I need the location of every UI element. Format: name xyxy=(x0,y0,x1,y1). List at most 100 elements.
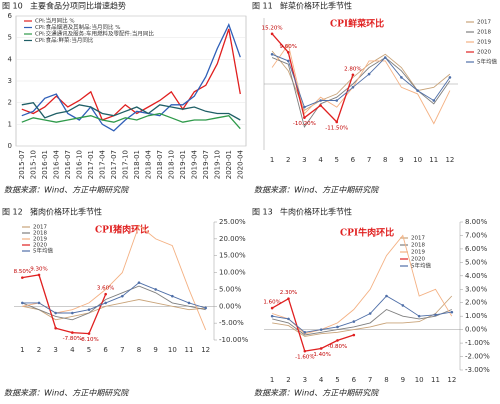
series-line xyxy=(272,295,452,333)
series-line xyxy=(271,43,451,125)
point-marker xyxy=(351,73,355,77)
x-tick-label: 1 xyxy=(270,156,274,164)
y-tick-label: -1.00% xyxy=(465,339,490,347)
x-tick-label: 2018-01 xyxy=(133,150,141,179)
series-line xyxy=(272,295,453,337)
y-tick-label: 15.00% xyxy=(219,252,246,260)
value-label: 3.60% xyxy=(97,286,114,292)
x-tick-label: 11 xyxy=(429,156,438,164)
point-marker xyxy=(270,53,274,56)
legend-label: 2020 xyxy=(33,243,47,249)
legend-label: 2018 xyxy=(33,231,47,237)
x-tick-label: 11 xyxy=(185,346,194,354)
series-line xyxy=(271,33,354,124)
value-label: 8.50% xyxy=(14,269,31,275)
point-marker xyxy=(287,297,290,300)
point-marker xyxy=(383,56,387,59)
value-label: 9.30% xyxy=(30,266,47,272)
x-tick-label: 2 xyxy=(286,156,290,164)
point-marker xyxy=(352,320,356,323)
y-tick-label: 3.00% xyxy=(465,285,488,293)
x-tick-label: 2017-01 xyxy=(87,150,95,179)
point-marker xyxy=(286,51,290,54)
x-tick-label: 7 xyxy=(368,376,372,384)
figure-title: 主要食品分项同比增速趋势 xyxy=(30,1,126,11)
value-label: -10.20% xyxy=(293,121,316,127)
y-tick-label: 7.00% xyxy=(465,231,488,239)
point-marker xyxy=(270,32,274,36)
value-label: 2.80% xyxy=(344,66,361,72)
x-tick-label: 2017-04 xyxy=(98,149,106,179)
point-marker xyxy=(303,331,307,334)
figure-title: 鲜菜价格环比季节性 xyxy=(280,1,352,11)
point-marker xyxy=(336,325,339,329)
point-marker xyxy=(87,332,91,335)
y-tick-label: -2.00% xyxy=(465,353,490,361)
x-tick-label: 2016-04 xyxy=(52,149,60,179)
point-marker xyxy=(21,276,24,279)
series-line xyxy=(271,57,451,128)
legend-label: 2017 xyxy=(33,225,47,231)
point-marker xyxy=(336,339,339,342)
y-tick-label: 3 xyxy=(8,77,12,85)
x-tick-label: 2020-01 xyxy=(225,150,233,179)
x-tick-label: 2018-10 xyxy=(167,150,175,179)
x-tick-label: 2 xyxy=(37,346,41,354)
x-tick-label: 2016-01 xyxy=(41,150,49,179)
point-marker xyxy=(416,89,419,92)
y-tick-label: 8.00% xyxy=(465,218,488,226)
figure-label: 图 12 xyxy=(2,208,23,217)
series-line xyxy=(21,101,241,121)
x-tick-label: 3 xyxy=(53,346,57,354)
value-label: 9.60% xyxy=(280,44,297,50)
x-tick-label: 2016-07 xyxy=(64,150,72,179)
x-tick-label: 9 xyxy=(153,346,157,354)
point-marker xyxy=(171,294,174,298)
point-marker xyxy=(335,120,339,124)
legend-label: CPI:交通通讯及服务:车用燃料及零配件:当月同比 xyxy=(35,30,154,38)
legend-label: 2019 xyxy=(411,250,425,256)
x-tick-label: 10 xyxy=(415,376,424,384)
point-marker xyxy=(37,273,41,277)
legend-label: 5年均值 xyxy=(477,58,497,66)
y-tick-label: 1.00% xyxy=(465,312,488,320)
inner-title: CPI鲜菜环比 xyxy=(330,18,384,30)
point-marker xyxy=(303,349,307,353)
point-marker xyxy=(287,317,290,321)
figure-label: 图 10 xyxy=(2,2,23,11)
x-tick-label: 7 xyxy=(120,346,124,354)
legend-label: 5年均值 xyxy=(411,262,431,270)
x-tick-label: 4 xyxy=(319,376,324,384)
point-marker xyxy=(352,333,356,337)
legend-label: 2017 xyxy=(411,236,425,242)
value-label: 15.20% xyxy=(262,25,283,31)
series-line xyxy=(22,285,206,321)
x-tick-label: 2019-10 xyxy=(213,150,221,179)
value-label: -7.80% xyxy=(63,336,82,342)
x-tick-label: 9 xyxy=(399,156,403,164)
point-marker xyxy=(286,59,290,63)
point-marker xyxy=(121,294,124,298)
point-marker xyxy=(270,314,274,318)
x-tick-label: 2019-04 xyxy=(190,149,198,179)
figure-label: 图 13 xyxy=(252,208,273,217)
point-marker xyxy=(351,86,355,89)
x-tick-label: 6 xyxy=(351,156,356,164)
point-marker xyxy=(54,311,57,315)
point-marker xyxy=(303,105,306,109)
series-line xyxy=(21,112,241,130)
point-marker xyxy=(400,76,403,79)
y-tick-label: 2 xyxy=(8,99,12,107)
legend-label: CPI:当月同比 % xyxy=(35,17,75,25)
x-tick-label: 2018-07 xyxy=(156,150,164,179)
source-note: 数据来源：Wind、方正中期研究院 xyxy=(254,186,380,195)
figure-label: 图 11 xyxy=(252,2,273,11)
legend-label: 2020 xyxy=(411,257,425,263)
value-label: -1.60% xyxy=(295,355,314,361)
source-note: 数据来源：Wind、方正中期研究院 xyxy=(4,389,130,398)
y-tick-label: 4 xyxy=(8,55,13,63)
x-tick-label: 4 xyxy=(70,346,75,354)
point-marker xyxy=(432,99,436,102)
inner-title: CPI牛肉环比 xyxy=(340,227,394,239)
